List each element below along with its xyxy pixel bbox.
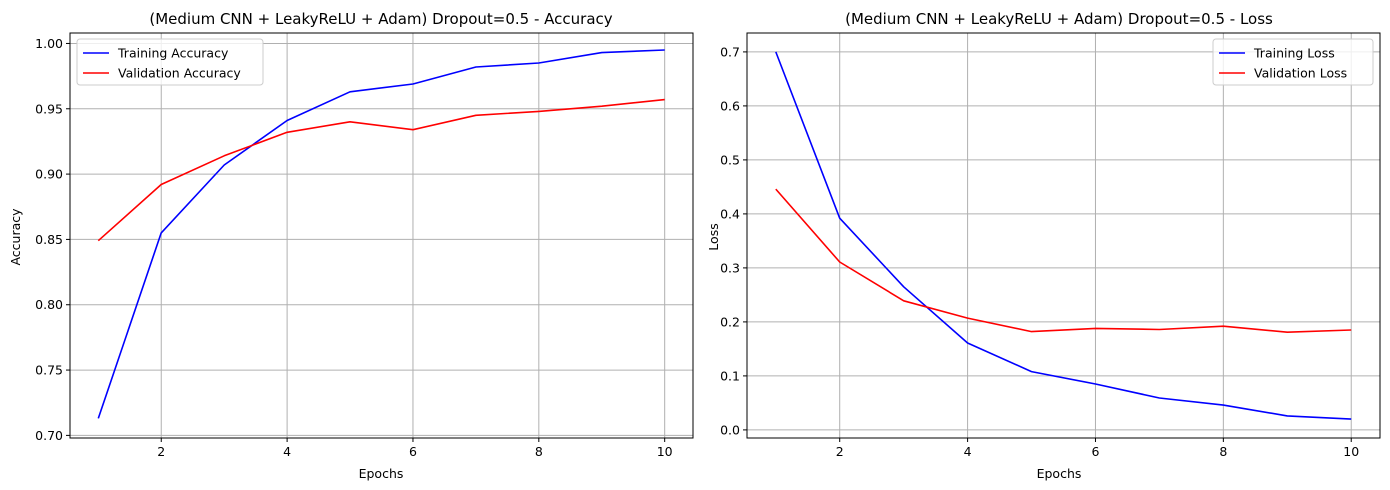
legend-label: Training Loss (1253, 46, 1335, 61)
series-lines (97, 49, 665, 419)
x-tick-label: 10 (657, 444, 673, 459)
grid (70, 33, 693, 438)
legend-box (1212, 38, 1374, 86)
y-tick-label: 0.75 (35, 363, 63, 378)
y-tick-label: 0.70 (35, 428, 63, 443)
series-line (775, 51, 1352, 420)
legend: Training Accuracy Validation Accuracy (76, 38, 264, 86)
y-tick-label: 0.2 (720, 314, 740, 329)
x-tick-label: 8 (535, 444, 543, 459)
y-tick-label: 0.1 (720, 368, 740, 383)
series-lines (775, 51, 1352, 420)
x-tick-label: 4 (283, 444, 291, 459)
y-tick-label: 0.90 (35, 167, 63, 182)
x-tick-label: 2 (836, 444, 844, 459)
y-tick-label: 0.4 (720, 206, 740, 221)
y-tick-label: 0.0 (720, 422, 740, 437)
y-axis-label: Accuracy (8, 208, 23, 266)
x-tick-label: 2 (157, 444, 165, 459)
accuracy-chart: (Medium CNN + LeakyReLU + Adam) Dropout=… (8, 10, 694, 481)
y-tick-label: 0.6 (720, 98, 740, 113)
loss-chart: (Medium CNN + LeakyReLU + Adam) Dropout=… (706, 10, 1381, 481)
series-line (775, 188, 1352, 334)
y-tick-label: 1.00 (35, 36, 63, 51)
legend-label: Training Accuracy (117, 46, 229, 61)
x-tick-label: 10 (1343, 444, 1359, 459)
y-tick-label: 0.85 (35, 232, 63, 247)
x-tick-label: 8 (1219, 444, 1227, 459)
y-tick-label: 0.7 (720, 44, 740, 59)
y-axis-label: Loss (706, 223, 721, 250)
legend-box (76, 38, 264, 86)
x-tick-label: 4 (964, 444, 972, 459)
y-tick-label: 0.3 (720, 260, 740, 275)
plot-area (746, 32, 1381, 439)
x-axis-label: Epochs (1037, 466, 1082, 481)
y-tick-label: 0.95 (35, 101, 63, 116)
grid (747, 33, 1380, 438)
x-tick-label: 6 (1091, 444, 1099, 459)
legend-label: Validation Loss (1254, 66, 1347, 81)
series-line (97, 98, 665, 242)
chart-title: (Medium CNN + LeakyReLU + Adam) Dropout=… (845, 10, 1273, 28)
legend-label: Validation Accuracy (118, 66, 241, 81)
y-tick-label: 0.5 (720, 152, 740, 167)
plot-area (69, 32, 694, 439)
axis-ticks: 2 4 6 8 10 0.70 0.75 0.80 0.85 0.90 0.95 1.00 (35, 36, 673, 459)
axis-ticks: 2 4 6 8 10 0.0 0.1 0.2 0.3 0.4 0.5 0.6 0.7 (720, 44, 1359, 459)
x-tick-label: 6 (409, 444, 417, 459)
x-axis-label: Epochs (359, 466, 404, 481)
y-tick-label: 0.80 (35, 297, 63, 312)
series-line (97, 49, 665, 419)
chart-title: (Medium CNN + LeakyReLU + Adam) Dropout=… (149, 10, 612, 28)
legend: Training Loss Validation Loss (1212, 38, 1374, 86)
